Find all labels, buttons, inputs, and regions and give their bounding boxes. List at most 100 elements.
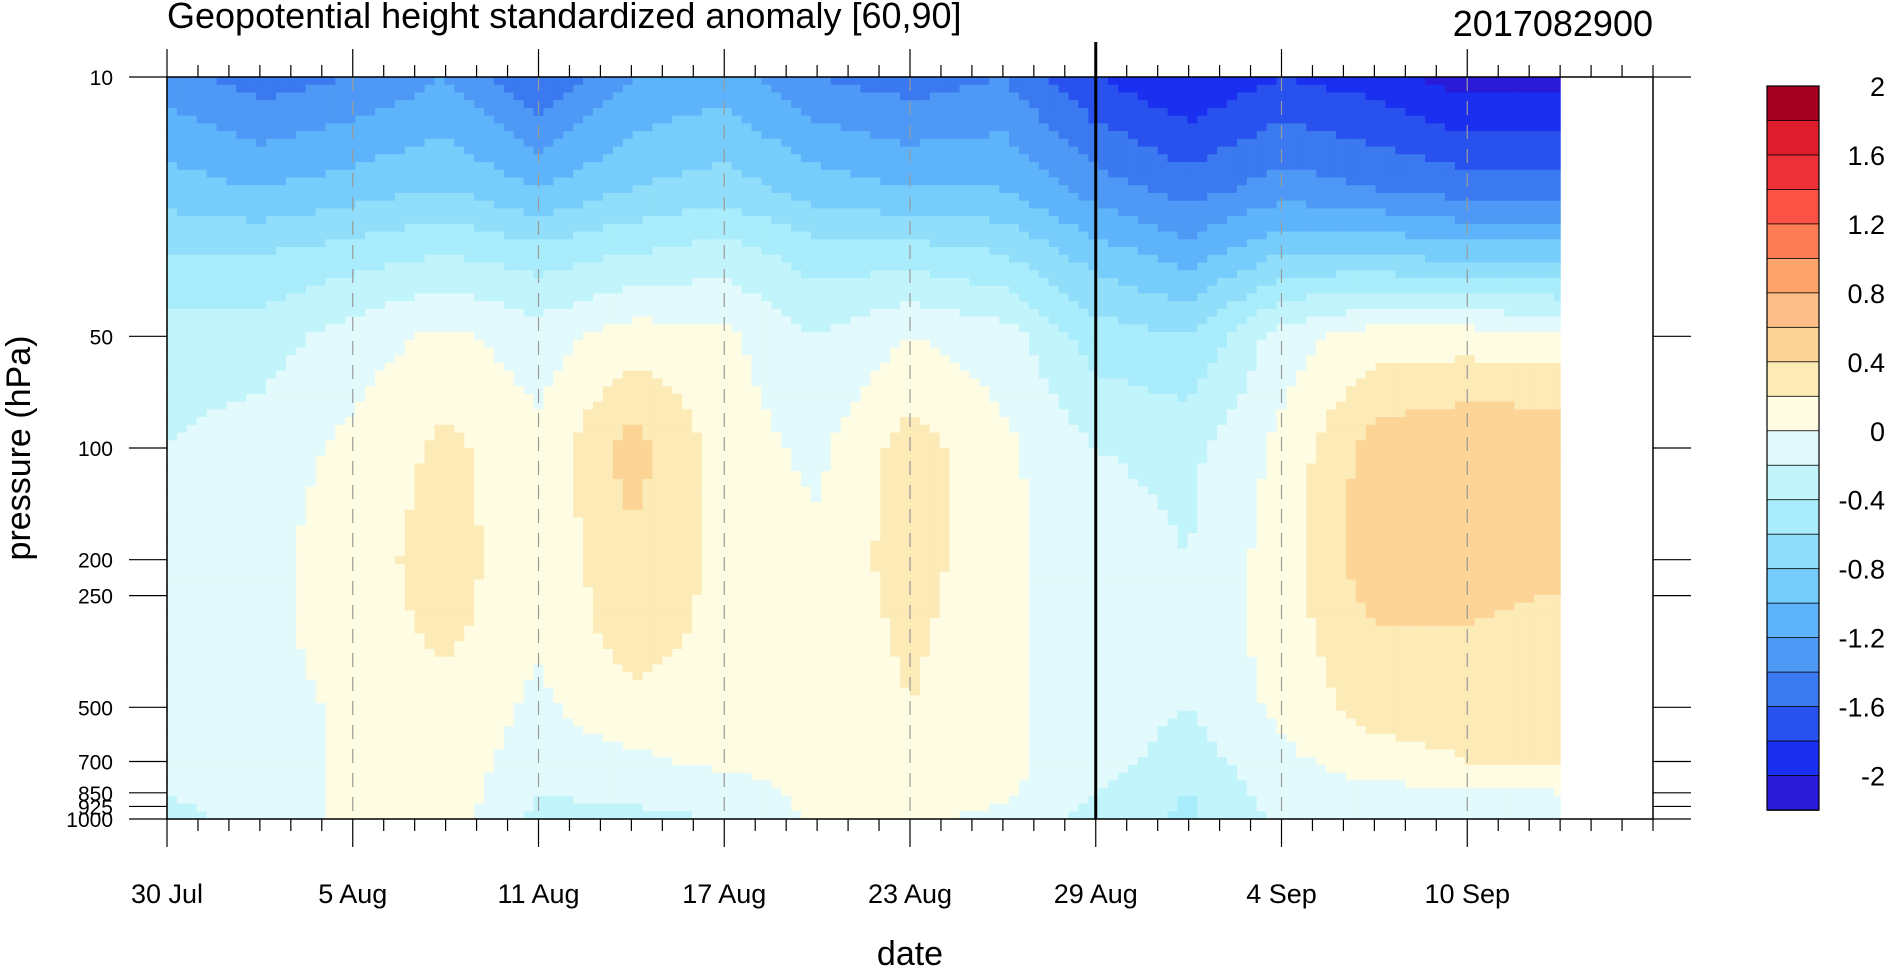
field-cell (1256, 293, 1268, 302)
field-cell (493, 131, 505, 140)
field-cell (325, 162, 337, 171)
field-cell (592, 138, 604, 148)
field-cell (1147, 177, 1159, 186)
field-cell (801, 92, 812, 101)
field-cell (484, 92, 495, 101)
field-cell (1553, 339, 1561, 349)
field-cell (801, 146, 812, 155)
field-cell (672, 77, 683, 86)
field-cell (850, 223, 862, 233)
field-cell (1415, 169, 1426, 179)
field-cell (999, 223, 1010, 233)
field-cell (186, 92, 198, 101)
field-cell (652, 270, 663, 279)
field-cell (583, 146, 594, 155)
field-cell (1444, 285, 1456, 295)
field-cell (1147, 77, 1159, 86)
field-cell (1078, 301, 1089, 310)
field-cell (1474, 192, 1486, 202)
field-cell (434, 316, 445, 325)
field-cell (682, 254, 693, 264)
field-cell (642, 123, 654, 132)
field-cell (1544, 162, 1555, 171)
field-cell (989, 162, 1000, 171)
field-cell (1276, 162, 1288, 171)
field-cell (979, 293, 990, 302)
field-cell (1157, 339, 1169, 349)
field-cell (682, 107, 693, 117)
field-cell (969, 77, 980, 86)
field-cell (434, 84, 445, 94)
field-cell (929, 146, 941, 155)
field-cell (910, 223, 921, 233)
field-cell (880, 270, 891, 279)
field-cell (1127, 177, 1139, 186)
field-cell (761, 301, 772, 310)
field-cell (701, 332, 713, 341)
field-cell (167, 177, 178, 186)
field-cell (662, 339, 673, 349)
field-cell (236, 239, 247, 248)
field-cell (949, 192, 961, 202)
field-cell (1157, 200, 1169, 209)
field-cell (355, 216, 366, 225)
field-cell (563, 208, 574, 217)
field-cell (959, 84, 971, 94)
field-cell (860, 308, 871, 318)
field-cell (1326, 84, 1337, 94)
field-cell (424, 208, 436, 217)
field-cell (870, 146, 881, 155)
field-cell (1118, 200, 1129, 209)
field-cell (741, 332, 753, 341)
field-cell (1058, 277, 1070, 287)
field-cell (1335, 308, 1347, 318)
field-cell (1326, 223, 1337, 233)
field-cell (236, 308, 247, 318)
field-cell (1405, 169, 1416, 179)
field-cell (573, 177, 584, 186)
field-cell (384, 185, 396, 194)
field-cell (1296, 115, 1307, 124)
field-cell (1038, 77, 1050, 86)
field-cell (1217, 208, 1228, 217)
field-cell (1256, 223, 1268, 233)
field-cell (573, 77, 584, 86)
field-cell (999, 84, 1010, 94)
field-cell (900, 131, 911, 140)
field-cell (1227, 192, 1238, 202)
field-cell (870, 332, 881, 341)
field-cell (860, 200, 871, 209)
field-cell (741, 316, 753, 325)
field-cell (682, 162, 693, 171)
field-cell (1504, 332, 1515, 341)
field-cell (206, 77, 218, 86)
field-cell (543, 146, 554, 155)
field-cell (979, 332, 990, 341)
field-cell (355, 154, 366, 163)
field-cell (474, 107, 485, 117)
field-cell (1187, 339, 1198, 349)
field-cell (1177, 100, 1188, 109)
field-cell (820, 169, 832, 179)
field-cell (1514, 131, 1525, 140)
field-cell (652, 223, 663, 233)
field-cell (246, 123, 257, 132)
field-cell (583, 123, 594, 132)
field-cell (751, 239, 762, 248)
field-cell (474, 77, 485, 86)
field-cell (186, 208, 198, 217)
field-cell (493, 247, 505, 256)
field-cell (1118, 169, 1129, 179)
field-cell (682, 131, 693, 140)
field-cell (256, 262, 267, 271)
field-cell (1444, 223, 1456, 233)
field-cell (315, 308, 327, 318)
field-cell (236, 254, 247, 264)
field-cell (484, 185, 495, 194)
field-cell (1355, 254, 1367, 264)
field-cell (513, 223, 525, 233)
field-cell (464, 239, 475, 248)
field-cell (1088, 169, 1099, 179)
field-cell (553, 177, 564, 186)
field-cell (206, 185, 218, 194)
